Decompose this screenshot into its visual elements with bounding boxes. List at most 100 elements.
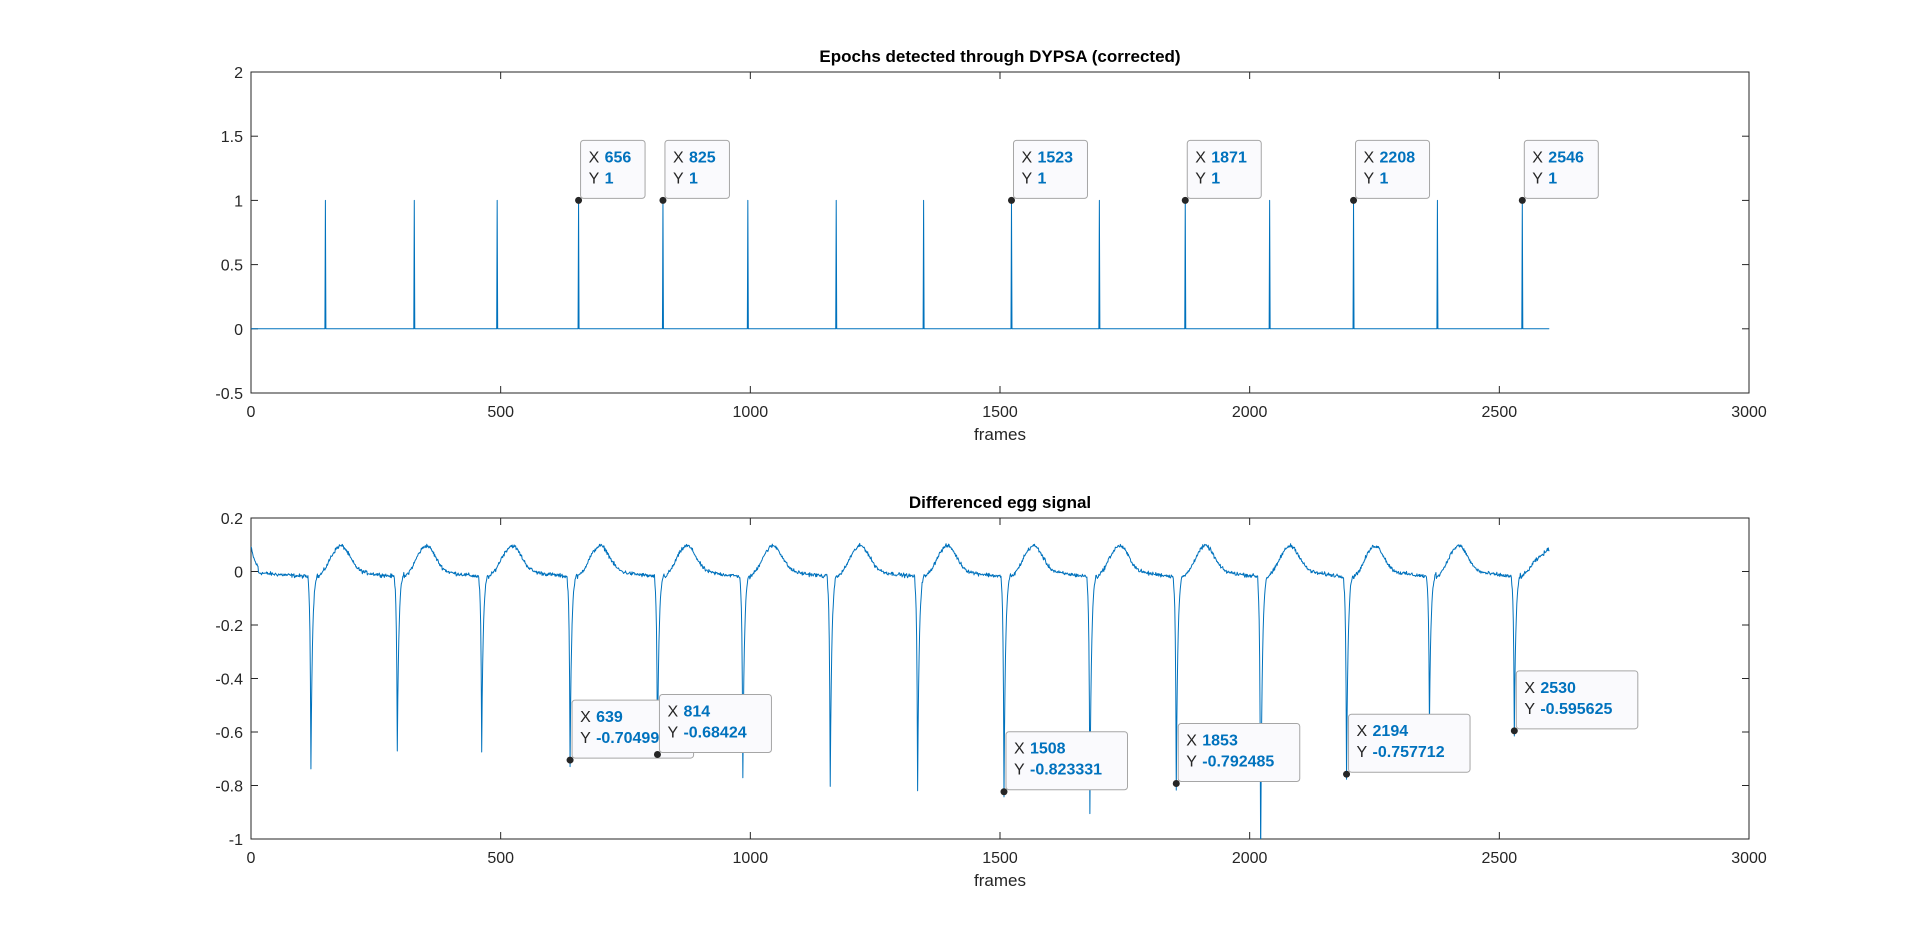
egg-datatip-marker[interactable]: [566, 756, 574, 764]
egg-datatip-marker[interactable]: [1000, 788, 1008, 796]
egg-datatip-box[interactable]: [658, 694, 772, 754]
epochs-datatip-box[interactable]: [1186, 139, 1262, 199]
egg-datatip-marker[interactable]: [1343, 770, 1351, 778]
epochs-datatip-marker[interactable]: [1350, 196, 1358, 204]
epochs-datatip[interactable]: X 1871 Y 1: [1181, 139, 1262, 204]
epochs-datatip-box[interactable]: [1012, 139, 1088, 199]
egg-datatip-marker[interactable]: [1510, 727, 1518, 735]
egg-datatip-y-value: -0.757712: [1373, 744, 1445, 761]
epochs-datatip[interactable]: X 656 Y 1: [575, 139, 646, 204]
epochs-x-axis-label: frames: [974, 425, 1026, 444]
epochs-signal-line: [251, 199, 1550, 330]
epochs-datatip-x-key: X: [1021, 149, 1032, 166]
epochs-datatip-x-value: 2208: [1380, 149, 1416, 166]
epochs-plot-area[interactable]: [250, 71, 1750, 394]
epochs-y-tick-label: 2: [234, 65, 243, 82]
epochs-datatip[interactable]: X 825 Y 1: [659, 139, 730, 204]
egg-axis-ticks: 0 500 1000 1500 2000 2500 3000 -1 -0.8 -0.6 -0.4 -0…: [215, 511, 1766, 867]
epochs-datatip-marker[interactable]: [1007, 196, 1015, 204]
epochs-datatip-y-key: Y: [589, 170, 600, 187]
epochs-x-tick-label: 3000: [1731, 404, 1767, 421]
egg-datatip-box[interactable]: [1515, 670, 1639, 730]
egg-signal-axes[interactable]: Differenced egg signal 0 500 1000 1500 2000 2…: [215, 493, 1766, 890]
epochs-plot-title: Epochs detected through DYPSA (corrected…: [819, 47, 1180, 66]
egg-x-tick-label: 0: [247, 850, 256, 867]
egg-y-tick-label: -1: [229, 832, 243, 849]
egg-datatip-y-value: -0.595625: [1540, 701, 1612, 718]
epochs-datatip-x-value: 2546: [1548, 149, 1584, 166]
egg-datatip-x-key: X: [1186, 732, 1197, 749]
epochs-axes[interactable]: Epochs detected through DYPSA (corrected…: [215, 47, 1766, 444]
egg-plot-area[interactable]: [250, 517, 1750, 840]
egg-datatip[interactable]: X 2530 Y -0.595625: [1510, 670, 1639, 735]
egg-datatip-marker[interactable]: [1172, 779, 1180, 787]
epochs-datatip-x-key: X: [673, 149, 684, 166]
epochs-y-tick-label: 0: [234, 322, 243, 339]
epochs-datatip-y-value: 1: [605, 170, 614, 187]
egg-datatip-x-key: X: [1357, 723, 1368, 740]
egg-datatip-x-key: X: [667, 704, 678, 721]
egg-datatip-box[interactable]: [1177, 722, 1301, 782]
epochs-datatip-marker[interactable]: [659, 196, 667, 204]
egg-datatip-y-key: Y: [1524, 701, 1535, 718]
epochs-datatip-box[interactable]: [580, 139, 646, 199]
epochs-y-tick-label: 1: [234, 193, 243, 210]
egg-datatip-x-key: X: [580, 709, 591, 726]
egg-datatip-y-key: Y: [667, 725, 678, 742]
epochs-datatip-y-value: 1: [1548, 170, 1557, 187]
epochs-x-tick-label: 500: [487, 404, 514, 421]
egg-y-tick-label: -0.8: [215, 779, 243, 796]
egg-x-tick-label: 2500: [1482, 850, 1518, 867]
epochs-datatip-y-key: Y: [1021, 170, 1032, 187]
epochs-datatip-y-value: 1: [1037, 170, 1046, 187]
epochs-datatip-y-key: Y: [1195, 170, 1206, 187]
egg-x-tick-label: 1000: [733, 850, 769, 867]
epochs-datatip-box[interactable]: [1355, 139, 1431, 199]
egg-datatip-y-key: Y: [1357, 744, 1368, 761]
egg-datatip-y-value: -0.704992: [596, 730, 668, 747]
epochs-axis-ticks: 0 500 1000 1500 2000 2500 3000-0.500.511.52: [215, 65, 1766, 421]
epochs-datatip-marker[interactable]: [575, 196, 583, 204]
egg-x-tick-label: 3000: [1731, 850, 1767, 867]
epochs-series-group: [251, 199, 1550, 330]
egg-y-tick-label: 0.2: [221, 511, 243, 528]
egg-datatip[interactable]: X 1508 Y -0.823331: [1000, 731, 1128, 796]
egg-y-tick-label: -0.6: [215, 725, 243, 742]
egg-x-axis-label: frames: [974, 871, 1026, 890]
epochs-x-tick-label: 1500: [982, 404, 1018, 421]
egg-datatip[interactable]: X 2194 Y -0.757712: [1343, 713, 1471, 778]
epochs-datatip-x-key: X: [589, 149, 600, 166]
egg-datatip-x-value: 814: [683, 704, 710, 721]
epochs-datatip-box[interactable]: [664, 139, 730, 199]
egg-datatip-box[interactable]: [1348, 713, 1471, 773]
epochs-datatip-x-value: 656: [605, 149, 632, 166]
egg-datatip[interactable]: X 814 Y -0.68424: [653, 694, 772, 759]
epochs-datatip-box[interactable]: [1523, 139, 1599, 199]
epochs-x-tick-label: 0: [247, 404, 256, 421]
egg-x-tick-label: 2000: [1232, 850, 1268, 867]
egg-datatip-x-value: 2194: [1373, 723, 1409, 740]
epochs-y-tick-label: -0.5: [215, 386, 243, 403]
egg-datatip-box[interactable]: [1005, 731, 1128, 791]
epochs-datatip-x-key: X: [1195, 149, 1206, 166]
egg-datatip[interactable]: X 1853 Y -0.792485: [1172, 722, 1301, 787]
epochs-datatip[interactable]: X 1523 Y 1: [1007, 139, 1088, 204]
egg-datatip-marker[interactable]: [653, 751, 661, 759]
egg-datatip-x-value: 1508: [1030, 741, 1066, 758]
egg-datatip-x-value: 2530: [1540, 680, 1576, 697]
egg-x-tick-label: 500: [487, 850, 514, 867]
epochs-datatip[interactable]: X 2546 Y 1: [1518, 139, 1599, 204]
egg-x-tick-label: 1500: [982, 850, 1018, 867]
epochs-datatip-x-key: X: [1532, 149, 1543, 166]
egg-datatip-y-value: -0.823331: [1030, 762, 1102, 779]
epochs-datatip-x-value: 1871: [1211, 149, 1247, 166]
epochs-datatip-y-value: 1: [1211, 170, 1220, 187]
epochs-datatip-y-value: 1: [689, 170, 698, 187]
egg-datatip-y-key: Y: [1014, 762, 1025, 779]
epochs-datatip[interactable]: X 2208 Y 1: [1350, 139, 1431, 204]
epochs-y-tick-label: 1.5: [221, 129, 243, 146]
epochs-datatip-marker[interactable]: [1518, 196, 1526, 204]
epochs-datatip-marker[interactable]: [1181, 196, 1189, 204]
